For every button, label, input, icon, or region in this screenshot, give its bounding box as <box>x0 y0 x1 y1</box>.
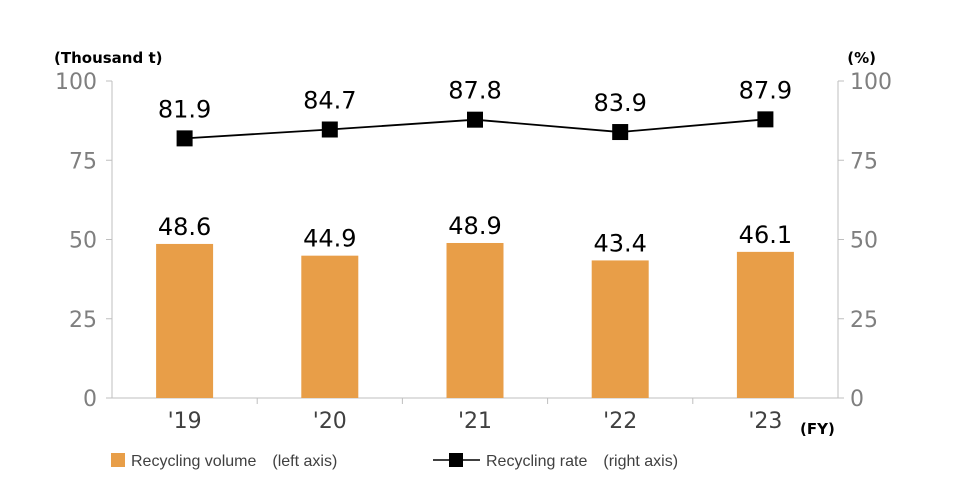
x-axis-unit: (FY) <box>800 420 835 438</box>
x-tick-label: '20 <box>313 409 347 434</box>
data-labels: 48.6 44.9 48.9 43.4 46.1 81.9 84.7 87.8 83.9 87.9 <box>158 76 792 257</box>
rate-value-label: 87.8 <box>448 77 501 105</box>
bar-value-label: 44.9 <box>303 225 356 253</box>
rate-marker <box>757 111 774 128</box>
bar-value-label: 46.1 <box>739 221 792 249</box>
bar-value-label: 43.4 <box>593 229 646 257</box>
right-axis-unit: (%) <box>847 49 876 67</box>
legend-label-rate: Recycling rate (right axis) <box>486 453 678 470</box>
left-tick-label: 25 <box>69 308 97 333</box>
left-tick-label: 50 <box>69 229 97 254</box>
bar-value-label: 48.9 <box>448 212 501 240</box>
right-tick-label: 100 <box>850 70 892 95</box>
rate-marker <box>612 124 629 141</box>
rate-marker <box>321 121 338 138</box>
rate-value-label: 81.9 <box>158 95 211 123</box>
bar-recycling-volume <box>591 260 649 398</box>
legend-swatch-bar <box>111 453 125 467</box>
bar-recycling-volume <box>301 255 359 398</box>
legend: Recycling volume (left axis) Recycling r… <box>111 453 678 470</box>
axes: 0 25 50 75 100 0 25 50 75 100 '19 '20 '21 '22 '23 <box>55 70 892 434</box>
left-tick-label: 75 <box>69 149 97 174</box>
rate-value-label: 87.9 <box>739 76 792 104</box>
rate-line <box>176 111 774 147</box>
right-tick-label: 75 <box>850 149 878 174</box>
rate-value-label: 84.7 <box>303 87 356 115</box>
bar-recycling-volume <box>446 242 504 398</box>
rate-marker <box>467 111 483 128</box>
bar-recycling-volume <box>156 243 214 398</box>
bar-recycling-volume <box>736 251 794 398</box>
left-tick-label: 100 <box>55 70 97 95</box>
x-tick-label: '21 <box>458 409 492 434</box>
right-tick-label: 50 <box>850 229 878 254</box>
legend-marker-rate <box>449 453 463 467</box>
bars <box>156 242 794 398</box>
legend-label-volume: Recycling volume (left axis) <box>131 453 337 470</box>
left-axis-unit: (Thousand t) <box>54 49 162 67</box>
rate-value-label: 83.9 <box>593 89 646 117</box>
bar-value-label: 48.6 <box>158 213 211 241</box>
left-tick-label: 0 <box>83 387 97 412</box>
x-tick-label: '19 <box>168 409 202 434</box>
right-tick-label: 0 <box>850 387 864 412</box>
rate-marker <box>176 130 193 147</box>
x-tick-label: '23 <box>748 409 782 434</box>
x-tick-label: '22 <box>603 409 637 434</box>
right-tick-label: 25 <box>850 308 878 333</box>
